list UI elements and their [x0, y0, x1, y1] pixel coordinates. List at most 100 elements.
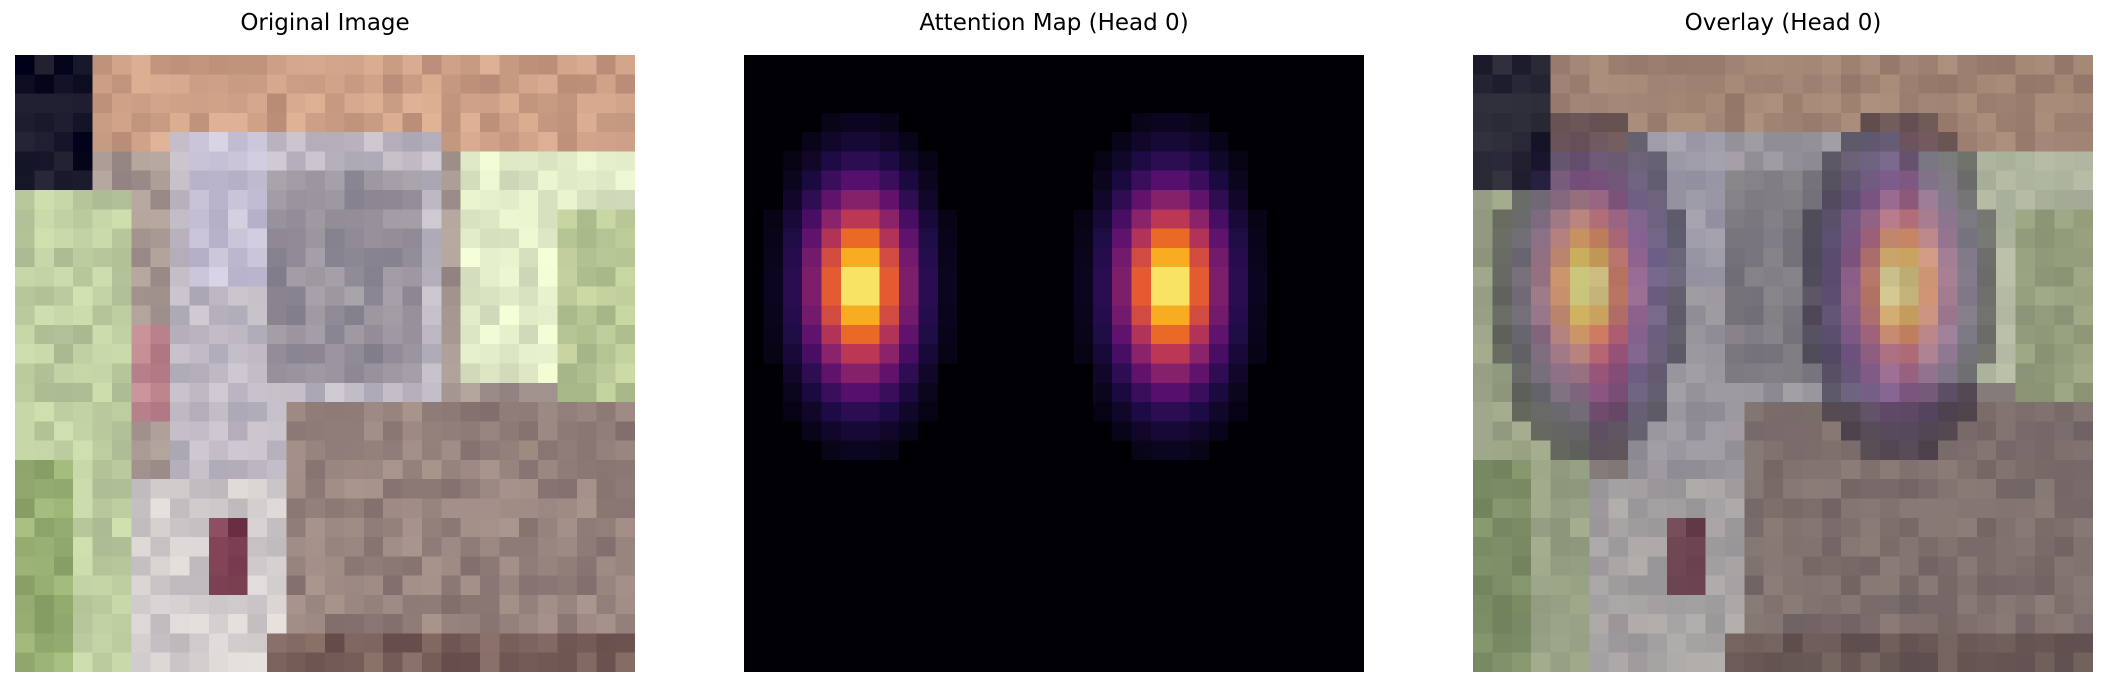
overlay-pixel	[1996, 286, 2016, 307]
heatmap-pixel	[1189, 189, 1210, 210]
overlay-pixel	[1899, 421, 1920, 442]
heatmap-pixel	[744, 517, 764, 538]
image-pixel	[596, 55, 617, 75]
image-pixel	[596, 324, 617, 345]
heatmap-pixel	[802, 209, 822, 229]
image-pixel	[92, 267, 113, 287]
image-pixel	[266, 305, 287, 326]
heatmap-pixel	[879, 93, 900, 114]
overlay-pixel	[1589, 228, 1610, 249]
image-pixel	[170, 228, 190, 249]
overlay-pixel	[1569, 305, 1590, 326]
overlay-pixel	[1724, 614, 1745, 634]
image-pixel	[286, 170, 307, 191]
heatmap-pixel	[1054, 594, 1074, 615]
image-pixel	[247, 575, 268, 596]
overlay-pixel	[1802, 575, 1823, 596]
image-pixel	[538, 55, 558, 75]
overlay-pixel	[2034, 402, 2055, 422]
image-pixel	[576, 228, 597, 249]
heatmap-pixel	[1305, 652, 1326, 672]
overlay-pixel	[1550, 55, 1571, 75]
image-pixel	[499, 286, 520, 307]
overlay-pixel	[1860, 286, 1881, 307]
heatmap-pixel	[1325, 652, 1346, 672]
image-pixel	[170, 614, 190, 634]
overlay-pixel	[1569, 575, 1590, 596]
image-pixel	[266, 324, 287, 345]
image-pixel	[286, 421, 307, 442]
heatmap-pixel	[1073, 440, 1094, 461]
image-pixel	[499, 228, 520, 249]
overlay-pixel	[1531, 93, 1551, 114]
image-pixel	[615, 382, 635, 403]
overlay-pixel	[1821, 633, 1842, 654]
image-pixel	[363, 402, 384, 422]
overlay-pixel	[1550, 479, 1571, 499]
image-pixel	[111, 556, 132, 576]
image-pixel	[286, 74, 307, 94]
overlay-pixel	[1938, 267, 1958, 287]
image-pixel	[73, 614, 93, 634]
heatmap-pixel	[1170, 305, 1191, 326]
overlay-pixel	[1666, 286, 1687, 307]
overlay-pixel	[1647, 575, 1668, 596]
heatmap-pixel	[918, 132, 939, 152]
image-pixel	[111, 421, 132, 442]
overlay-pixel	[1821, 151, 1842, 172]
image-pixel	[131, 247, 152, 268]
overlay-pixel	[1531, 498, 1551, 519]
overlay-pixel	[1879, 170, 1900, 191]
heatmap-pixel	[1189, 74, 1210, 94]
image-pixel	[557, 402, 578, 422]
image-pixel	[34, 228, 55, 249]
overlay-pixel	[1918, 74, 1939, 94]
heatmap-pixel	[879, 305, 900, 326]
image-pixel	[383, 382, 403, 403]
overlay-pixel	[1976, 556, 1997, 576]
overlay-pixel	[1511, 189, 1532, 210]
overlay-pixel	[1821, 170, 1842, 191]
overlay-pixel	[1511, 421, 1532, 442]
heatmap-pixel	[1344, 498, 1364, 519]
heatmap-pixel	[1267, 228, 1287, 249]
image-pixel	[402, 344, 423, 364]
image-pixel	[266, 286, 287, 307]
image-pixel	[189, 170, 210, 191]
heatmap-pixel	[976, 517, 997, 538]
image-pixel	[518, 614, 539, 634]
image-pixel	[247, 132, 268, 152]
heatmap-pixel	[763, 363, 784, 384]
image-pixel	[518, 189, 539, 210]
heatmap-pixel	[763, 421, 784, 442]
image-pixel	[615, 363, 635, 384]
overlay-pixel	[1763, 402, 1784, 422]
overlay-pixel	[1996, 93, 2016, 114]
heatmap-pixel	[1189, 267, 1210, 287]
overlay-pixel	[1744, 575, 1765, 596]
overlay-pixel	[1744, 112, 1765, 133]
heatmap-pixel	[1286, 247, 1307, 268]
overlay-pixel	[1666, 247, 1687, 268]
image-pixel	[247, 151, 268, 172]
heatmap-pixel	[1034, 74, 1055, 94]
heatmap-pixel	[976, 440, 997, 461]
overlay-pixel	[1608, 286, 1629, 307]
heatmap-pixel	[1247, 151, 1268, 172]
heatmap-pixel	[879, 537, 900, 557]
heatmap-pixel	[860, 614, 881, 634]
overlay-pixel	[1899, 228, 1920, 249]
overlay-pixel	[2073, 209, 2093, 229]
overlay-pixel	[1666, 55, 1687, 75]
heatmap-pixel	[1150, 228, 1171, 249]
image-pixel	[247, 55, 268, 75]
overlay-pixel	[1744, 267, 1765, 287]
overlay-pixel	[2034, 537, 2055, 557]
image-pixel	[15, 209, 35, 229]
heatmap-pixel	[860, 228, 881, 249]
image-pixel	[131, 170, 152, 191]
image-pixel	[518, 112, 539, 133]
image-pixel	[15, 247, 35, 268]
image-pixel	[15, 132, 35, 152]
image-pixel	[325, 93, 345, 114]
